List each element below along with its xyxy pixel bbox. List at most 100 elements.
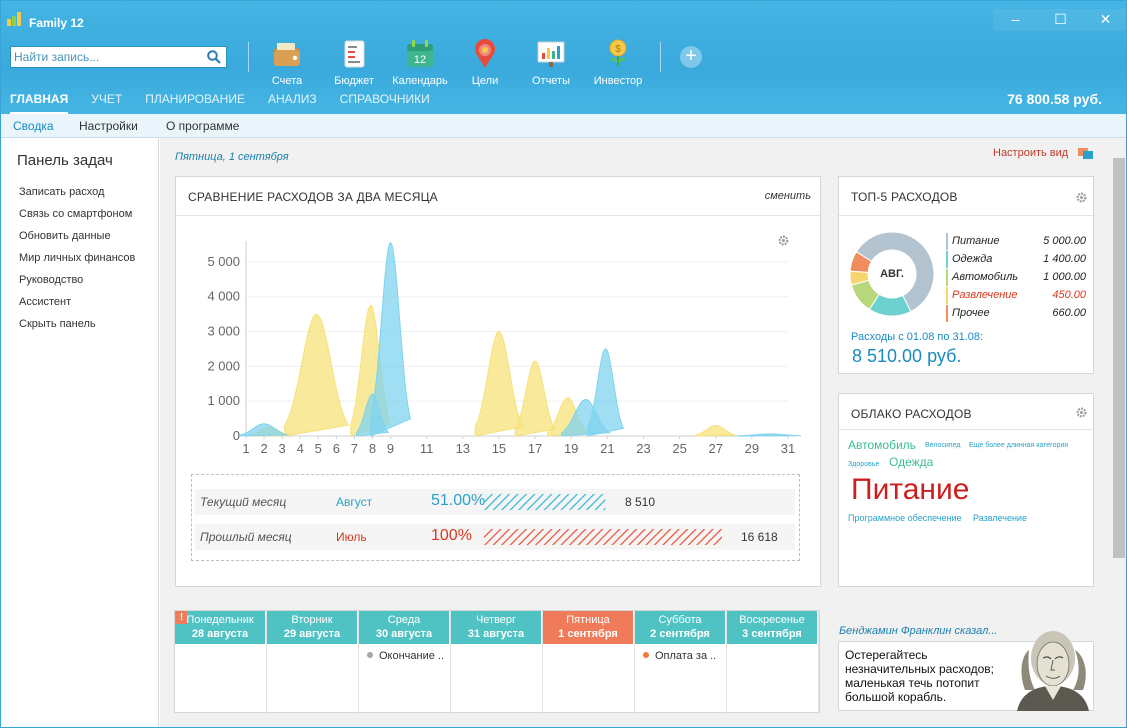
legend-color-marker	[946, 251, 948, 268]
calendar-event[interactable]: Окончание ..	[367, 650, 444, 662]
tab-planning[interactable]: ПЛАНИРОВАНИЕ	[145, 92, 245, 106]
progress-bar-current	[484, 494, 606, 510]
calendar-day-column[interactable]: Понедельник 28 августа!	[175, 611, 267, 714]
panel-divider	[176, 215, 820, 216]
alert-badge[interactable]: !	[176, 611, 187, 624]
donut-hole	[869, 251, 915, 297]
toolbar-button-investor[interactable]: $ Инвестор	[586, 38, 650, 87]
cloud-tag[interactable]: Автомобиль	[848, 438, 916, 452]
legend-row[interactable]: Одежда 1 400.00	[946, 251, 1086, 269]
toolbar-button-reports[interactable]: Отчеты	[519, 38, 583, 87]
series-1-peak	[737, 433, 801, 437]
task-guide[interactable]: Руководство	[19, 274, 84, 286]
progress-bar-previous	[484, 529, 722, 545]
calendar-day-column[interactable]: Пятница 1 сентября	[543, 611, 635, 714]
legend-name: Одежда	[952, 253, 993, 265]
task-update-data[interactable]: Обновить данные	[19, 230, 111, 242]
task-record-expense[interactable]: Записать расход	[19, 186, 105, 198]
cloud-tag[interactable]: Программное обеспечение	[848, 513, 962, 523]
calendar-day-header[interactable]: Суббота 2 сентября	[635, 611, 726, 644]
task-smartphone-sync[interactable]: Связь со смартфоном	[19, 208, 133, 220]
toolbar-label: Счета	[271, 75, 303, 87]
toolbar-button-budget[interactable]: Бюджет	[322, 38, 386, 87]
target-pin-icon	[475, 39, 495, 68]
x-tick-label: 6	[333, 441, 340, 456]
panel-divider	[839, 215, 1093, 216]
calendar-icon: 12	[407, 40, 433, 67]
y-tick-label: 2 000	[207, 358, 240, 373]
gear-icon[interactable]	[778, 235, 789, 246]
cloud-tag[interactable]: Развлечение	[973, 513, 1027, 523]
task-hide-panel[interactable]: Скрыть панель	[19, 318, 96, 330]
toolbar-button-calendar[interactable]: 12 Календарь	[388, 38, 452, 87]
legend-row[interactable]: Прочее 660.00	[946, 305, 1086, 323]
legend-row[interactable]: Развлечение 450.00	[946, 287, 1086, 305]
row-value: 16 618	[741, 530, 778, 544]
tab-analysis[interactable]: АНАЛИЗ	[267, 92, 317, 106]
scrollbar-thumb[interactable]	[1113, 158, 1125, 558]
toolbar-button-accounts[interactable]: Счета	[255, 38, 319, 87]
minimize-button[interactable]: –	[993, 9, 1038, 31]
close-button[interactable]: ✕	[1083, 9, 1126, 31]
tab-accounting[interactable]: УЧЕТ	[91, 92, 123, 106]
calendar-day-header[interactable]: Пятница 1 сентября	[543, 611, 634, 644]
gear-icon[interactable]	[1076, 192, 1087, 203]
calendar-day-column[interactable]: Четверг 31 августа	[451, 611, 543, 714]
maximize-button[interactable]: ☐	[1038, 9, 1083, 31]
top5-donut-chart	[849, 231, 935, 317]
calendar-day-header[interactable]: Вторник 29 августа	[267, 611, 358, 644]
toolbar-separator	[248, 42, 249, 72]
cloud-tag[interactable]: Велосипед	[925, 442, 961, 449]
quote-author: Бенджамин Франклин сказал...	[839, 625, 998, 637]
legend-row[interactable]: Автомобиль 1 000.00	[946, 269, 1086, 287]
legend-color-marker	[946, 269, 948, 286]
cloud-tag[interactable]: Еще более длинная категория	[969, 442, 1069, 449]
calendar-event[interactable]: Оплата за ..	[643, 650, 716, 662]
weekday-label: Четверг	[475, 614, 517, 626]
subnav-summary[interactable]: Сводка	[13, 119, 54, 133]
subnav-about[interactable]: О программе	[166, 119, 240, 133]
y-tick-label: 1 000	[207, 393, 240, 408]
calendar-day-header[interactable]: Понедельник 28 августа	[175, 611, 266, 644]
calendar-day-header[interactable]: Четверг 31 августа	[451, 611, 542, 644]
toolbar-button-goals[interactable]: Цели	[453, 38, 517, 87]
configure-view-link[interactable]: Настроить вид	[993, 147, 1069, 159]
subnav-settings[interactable]: Настройки	[79, 119, 138, 133]
tab-references[interactable]: СПРАВОЧНИКИ	[339, 92, 430, 106]
wallet-icon	[274, 43, 300, 66]
search-input[interactable]	[11, 47, 201, 67]
search-icon[interactable]	[207, 50, 221, 64]
donut-slice[interactable]	[855, 231, 935, 313]
legend-row[interactable]: Питание 5 000.00	[946, 233, 1086, 251]
app-title: Family 12	[29, 16, 84, 30]
switch-link[interactable]: сменить	[764, 190, 811, 202]
gear-icon[interactable]	[1076, 407, 1087, 418]
task-assistant[interactable]: Ассистент	[19, 296, 72, 308]
x-tick-label: 21	[600, 441, 614, 456]
task-list: Записать расход Связь со смартфоном Обно…	[19, 186, 135, 340]
cloud-tag[interactable]: Здоровье	[848, 461, 880, 468]
calendar-day-column[interactable]: Воскресенье 3 сентября	[727, 611, 819, 714]
calendar-day-header[interactable]: Среда 30 августа	[359, 611, 450, 644]
panel-title: ТОП-5 РАСХОДОВ	[851, 190, 958, 204]
row-month[interactable]: Июль	[336, 530, 367, 544]
legend-value: 660.00	[1052, 307, 1086, 319]
calendar-day-header[interactable]: Воскресенье 3 сентября	[727, 611, 818, 644]
quote-text: Остерегайтесь незначительных расходов; м…	[845, 648, 995, 704]
calendar-day-column[interactable]: Вторник 29 августа	[267, 611, 359, 714]
row-month[interactable]: Август	[336, 495, 373, 509]
tab-main[interactable]: ГЛАВНАЯ	[10, 92, 69, 114]
add-toolbar-button[interactable]: +	[680, 46, 702, 68]
search-box	[10, 46, 227, 68]
calendar-day-column[interactable]: Суббота 2 сентября Оплата за ..	[635, 611, 727, 714]
task-personal-finance[interactable]: Мир личных финансов	[19, 252, 136, 264]
layout-icon[interactable]	[1078, 147, 1094, 161]
cloud-tag[interactable]: Одежда	[889, 455, 934, 469]
y-tick-label: 0	[233, 428, 240, 443]
date-label: 31 августа	[467, 628, 525, 640]
calendar-day-column[interactable]: Среда 30 августа Окончание ..	[359, 611, 451, 714]
cloud-tag-main[interactable]: Питание	[851, 473, 970, 506]
task-panel: Панель задач Записать расход Связь со см…	[1, 138, 159, 727]
donut-slice[interactable]	[849, 251, 873, 273]
